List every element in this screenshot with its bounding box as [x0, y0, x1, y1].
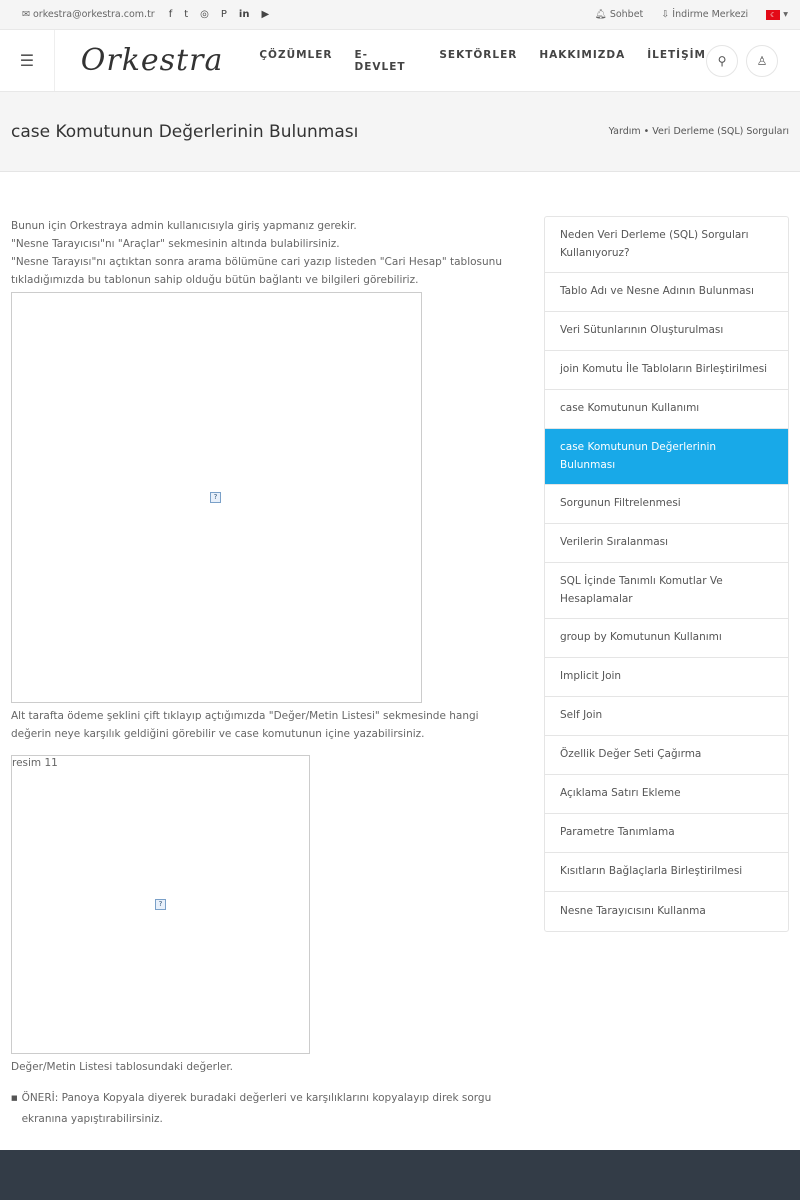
- chat-link[interactable]: 🔔︎ Sohbet: [595, 9, 644, 20]
- paragraph: "Nesne Tarayısı"nı açtıktan sonra arama …: [11, 256, 502, 286]
- sidebar-item[interactable]: Verilerin Sıralanması: [545, 524, 788, 563]
- logo[interactable]: Orkestra: [80, 43, 224, 78]
- paragraph: "Nesne Tarayıcısı"nı "Araçlar" sekmesini…: [11, 238, 340, 250]
- sidebar-item[interactable]: case Komutunun Kullanımı: [545, 390, 788, 429]
- menu-hakkimizda[interactable]: HAKKIMIZDA: [539, 48, 626, 61]
- menu-cozumler[interactable]: ÇÖZÜMLER: [259, 48, 333, 61]
- sidebar: Neden Veri Derleme (SQL) Sorguları Kulla…: [544, 216, 789, 932]
- article: Bunun için Orkestraya admin kullanıcısıy…: [11, 217, 521, 1130]
- chat-label: Sohbet: [609, 9, 644, 20]
- broken-image: ?: [11, 292, 422, 703]
- sidebar-item[interactable]: group by Komutunun Kullanımı: [545, 619, 788, 658]
- footer: [0, 1150, 800, 1200]
- image-caption: Değer/Metin Listesi tablosundaki değerle…: [11, 1061, 234, 1073]
- mail-icon: ✉: [22, 9, 33, 20]
- paragraph: Alt tarafta ödeme şeklini çift tıklayıp …: [11, 710, 479, 740]
- menu-iletisim[interactable]: İLETİŞİM: [647, 48, 706, 61]
- sidebar-item[interactable]: Kısıtların Bağlaçlarla Birleştirilmesi: [545, 853, 788, 892]
- instagram-icon[interactable]: ◎: [200, 9, 209, 20]
- sidebar-item[interactable]: Özellik Değer Seti Çağırma: [545, 736, 788, 775]
- user-icon[interactable]: ♙: [746, 44, 778, 77]
- tip-text: ÖNERİ: Panoya Kopyala diyerek buradaki d…: [21, 1092, 492, 1125]
- page-title: case Komutunun Değerlerinin Bulunması: [11, 121, 359, 142]
- youtube-icon[interactable]: ▶: [261, 9, 270, 20]
- bullet-icon: ■: [11, 1094, 18, 1102]
- image-alt-text: resim 11: [12, 757, 58, 769]
- sidebar-item[interactable]: Self Join: [545, 697, 788, 736]
- main-nav: ☰ Orkestra ÇÖZÜMLER E-DEVLET SEKTÖRLER H…: [0, 30, 800, 92]
- sidebar-item[interactable]: Sorgunun Filtrelenmesi: [545, 485, 788, 524]
- menu-sektorler[interactable]: SEKTÖRLER: [439, 48, 518, 61]
- sidebar-item[interactable]: Implicit Join: [545, 658, 788, 697]
- broken-image-icon: ?: [155, 899, 166, 910]
- turkey-flag-icon: ☾: [766, 10, 781, 20]
- download-icon: ⇩: [661, 9, 673, 20]
- page-header: case Komutunun Değerlerinin Bulunması Ya…: [0, 92, 800, 172]
- breadcrumb-yardim[interactable]: Yardım: [608, 126, 641, 137]
- bell-icon: 🔔︎: [594, 9, 610, 20]
- sidebar-item[interactable]: Nesne Tarayıcısını Kullanma: [560, 904, 706, 917]
- breadcrumb: Yardım • Veri Derleme (SQL) Sorguları: [608, 126, 789, 137]
- sidebar-item[interactable]: SQL İçinde Tanımlı Komutlar Ve Hesaplama…: [545, 563, 788, 619]
- email-link[interactable]: orkestra@orkestra.com.tr: [32, 9, 155, 20]
- sidebar-item[interactable]: Tablo Adı ve Nesne Adının Bulunması: [545, 273, 788, 312]
- facebook-icon[interactable]: f: [168, 9, 173, 20]
- tip-item: ■ ÖNERİ: Panoya Kopyala diyerek buradaki…: [11, 1088, 521, 1130]
- sidebar-item[interactable]: Parametre Tanımlama: [545, 814, 788, 853]
- hamburger-menu-icon[interactable]: ☰: [0, 30, 55, 91]
- linkedin-icon[interactable]: in: [238, 9, 250, 20]
- breadcrumb-sql[interactable]: Veri Derleme (SQL) Sorguları: [652, 126, 789, 137]
- broken-image-icon: ?: [210, 492, 221, 503]
- sidebar-item[interactable]: join Komutu İle Tabloların Birleştirilme…: [545, 351, 788, 390]
- top-bar: ✉ orkestra@orkestra.com.tr f t ◎ P in ▶ …: [0, 0, 800, 30]
- sidebar-item[interactable]: Açıklama Satırı Ekleme: [545, 775, 788, 814]
- twitter-icon[interactable]: t: [184, 9, 189, 20]
- broken-image: resim 11?: [11, 755, 310, 1054]
- pinterest-icon[interactable]: P: [220, 9, 227, 20]
- sidebar-item[interactable]: Neden Veri Derleme (SQL) Sorguları Kulla…: [545, 217, 788, 273]
- sidebar-item[interactable]: case Komutunun Değerlerinin Bulunması: [545, 429, 788, 485]
- menu-e-devlet[interactable]: E-DEVLET: [354, 48, 406, 73]
- sidebar-item[interactable]: Veri Sütunlarının Oluşturulması: [545, 312, 788, 351]
- download-label: İndirme Merkezi: [672, 9, 749, 20]
- search-icon[interactable]: ⚲: [706, 44, 738, 77]
- paragraph: Bunun için Orkestraya admin kullanıcısıy…: [11, 220, 357, 232]
- language-selector[interactable]: ☾ ▾: [766, 9, 788, 20]
- download-center-link[interactable]: ⇩ İndirme Merkezi: [661, 9, 748, 20]
